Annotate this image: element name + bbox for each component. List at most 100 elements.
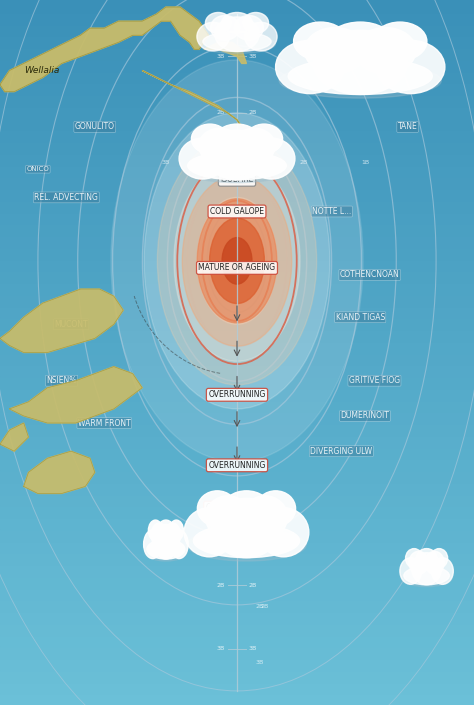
- Ellipse shape: [355, 27, 416, 73]
- Bar: [0, 294, 474, 305]
- Ellipse shape: [197, 491, 237, 527]
- Text: 2B: 2B: [249, 110, 257, 116]
- Ellipse shape: [203, 32, 271, 51]
- Ellipse shape: [412, 553, 441, 584]
- Ellipse shape: [184, 508, 235, 557]
- Text: 2B: 2B: [217, 582, 225, 588]
- Bar: [0, 517, 474, 529]
- Ellipse shape: [275, 40, 344, 94]
- Ellipse shape: [197, 197, 277, 324]
- Ellipse shape: [313, 30, 407, 94]
- Ellipse shape: [416, 548, 437, 568]
- Ellipse shape: [197, 23, 229, 51]
- Polygon shape: [204, 42, 246, 63]
- Bar: [0, 82, 474, 94]
- Bar: [0, 235, 474, 247]
- Bar: [0, 623, 474, 634]
- Bar: [0, 670, 474, 682]
- Polygon shape: [0, 423, 28, 451]
- Ellipse shape: [169, 520, 183, 541]
- Ellipse shape: [205, 13, 231, 33]
- Bar: [0, 423, 474, 435]
- Bar: [0, 329, 474, 341]
- Text: 2B: 2B: [217, 110, 225, 116]
- Ellipse shape: [182, 176, 292, 346]
- Bar: [0, 658, 474, 670]
- Text: OVERRUNNING: OVERRUNNING: [208, 391, 266, 399]
- Bar: [0, 23, 474, 35]
- Text: Wellalia: Wellalia: [24, 66, 59, 75]
- Text: GRITIVE FIOG: GRITIVE FIOG: [349, 376, 400, 385]
- Bar: [0, 247, 474, 259]
- Bar: [0, 576, 474, 587]
- Ellipse shape: [248, 138, 295, 179]
- Text: 3B: 3B: [217, 54, 225, 59]
- Ellipse shape: [235, 16, 264, 40]
- Bar: [0, 153, 474, 164]
- Ellipse shape: [406, 548, 423, 568]
- Text: ISOBARE: ISOBARE: [220, 176, 254, 184]
- Ellipse shape: [222, 13, 252, 33]
- Ellipse shape: [215, 17, 259, 51]
- Ellipse shape: [205, 130, 269, 180]
- Text: COTHENCNOAN: COTHENCNOAN: [340, 271, 400, 279]
- Text: ONICO: ONICO: [27, 166, 49, 172]
- Ellipse shape: [170, 530, 188, 558]
- Ellipse shape: [197, 199, 277, 323]
- Ellipse shape: [212, 498, 281, 558]
- Bar: [0, 212, 474, 223]
- Bar: [0, 493, 474, 505]
- Bar: [0, 482, 474, 494]
- Text: DUMERINOIT: DUMERINOIT: [340, 412, 390, 420]
- Ellipse shape: [404, 566, 449, 585]
- Text: COLD GALOPE: COLD GALOPE: [210, 207, 264, 216]
- Text: KIAND TIGAS: KIAND TIGAS: [336, 313, 385, 321]
- Ellipse shape: [223, 491, 270, 527]
- Bar: [0, 435, 474, 446]
- Bar: [0, 70, 474, 82]
- Bar: [0, 12, 474, 23]
- Ellipse shape: [182, 156, 292, 183]
- Ellipse shape: [373, 22, 427, 61]
- Text: 1B: 1B: [361, 159, 369, 165]
- Polygon shape: [24, 451, 95, 493]
- Ellipse shape: [199, 35, 275, 54]
- Ellipse shape: [401, 569, 452, 587]
- Bar: [0, 0, 474, 12]
- Ellipse shape: [432, 558, 453, 584]
- Ellipse shape: [144, 530, 162, 558]
- Ellipse shape: [210, 16, 239, 40]
- Ellipse shape: [256, 491, 296, 527]
- Ellipse shape: [222, 238, 252, 284]
- Bar: [0, 129, 474, 141]
- Ellipse shape: [147, 539, 185, 559]
- Text: NOTTE L...: NOTTE L...: [312, 207, 351, 216]
- Bar: [0, 470, 474, 482]
- Text: 2B: 2B: [256, 603, 264, 609]
- Bar: [0, 364, 474, 376]
- Bar: [0, 282, 474, 294]
- Bar: [0, 388, 474, 400]
- Ellipse shape: [193, 524, 300, 558]
- Bar: [0, 94, 474, 106]
- Text: OVERRUNNING: OVERRUNNING: [208, 461, 266, 470]
- Ellipse shape: [151, 523, 167, 548]
- Bar: [0, 200, 474, 212]
- Bar: [0, 541, 474, 552]
- Ellipse shape: [425, 551, 444, 575]
- Text: 3B: 3B: [249, 54, 257, 59]
- Ellipse shape: [246, 124, 283, 154]
- Bar: [0, 634, 474, 646]
- Bar: [0, 305, 474, 317]
- Ellipse shape: [258, 508, 309, 557]
- Bar: [0, 682, 474, 693]
- Bar: [0, 59, 474, 70]
- Ellipse shape: [243, 13, 269, 33]
- Bar: [0, 411, 474, 423]
- Ellipse shape: [279, 63, 441, 98]
- Bar: [0, 376, 474, 388]
- Bar: [0, 341, 474, 352]
- Bar: [0, 611, 474, 623]
- Ellipse shape: [243, 496, 288, 538]
- Text: 1B: 1B: [217, 173, 225, 179]
